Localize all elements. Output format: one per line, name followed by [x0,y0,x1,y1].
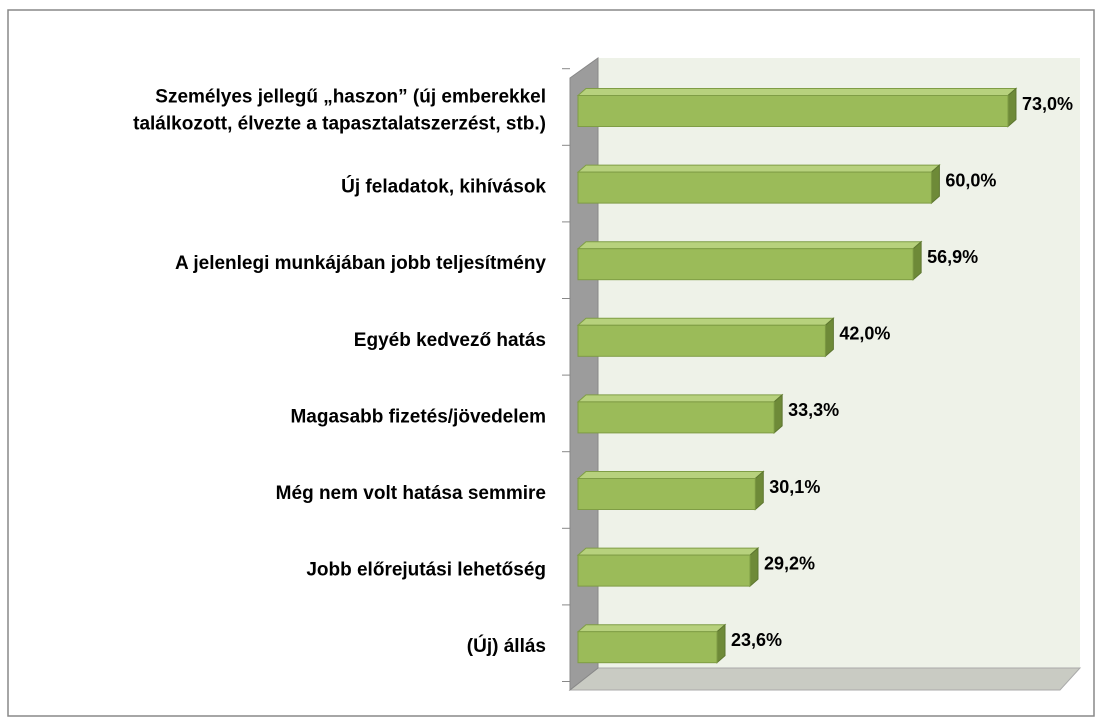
bar-side [773,393,783,435]
bar-top [576,88,1018,96]
bar [576,87,1018,128]
bar-side [749,546,759,588]
back-wall [598,58,1080,668]
bar-front [577,478,756,510]
bar [576,317,835,358]
bar-top [576,624,727,633]
side-wall [569,57,599,692]
value-label: 42,0% [839,324,890,344]
category-label: (Új) állás [467,635,546,657]
bar-top [576,547,760,556]
category-label: Személyes jellegű „haszon” (új emberekke… [133,87,546,135]
bar [576,546,760,588]
value-label: 29,2% [764,553,815,573]
bar-side [930,163,940,205]
bar-front [577,631,718,664]
category-label: Új feladatok, kihívások [341,176,546,198]
bar-side [716,623,726,664]
bar-side [754,470,764,511]
bar [576,623,727,664]
bar [576,163,941,205]
bar-side [824,317,834,358]
category-label: Jobb előrejutási lehetőség [306,560,546,581]
value-label: 33,3% [788,400,839,420]
bar-top [576,317,835,326]
value-label: 30,1% [769,477,820,497]
bar-front [577,171,932,204]
bar-side [1007,87,1017,128]
category-label: A jelenlegi munkájában jobb teljesítmény [175,253,546,274]
bar-front [577,248,914,281]
bar-side [912,240,922,281]
bar-front [577,401,775,434]
bar [576,470,765,511]
value-label: 60,0% [945,170,996,190]
value-label: 73,0% [1022,94,1073,114]
bar-front [577,324,826,357]
category-label: Magasabb fizetés/jövedelem [290,406,546,427]
bar-top [576,241,923,250]
value-label: 56,9% [927,247,978,267]
bar-top [576,471,765,479]
category-label: Egyéb kedvező hatás [354,330,546,351]
category-label: Még nem volt hatása semmire [276,483,546,504]
bar [576,240,923,281]
bar [576,393,784,435]
bar-front [577,554,751,587]
value-label: 23,6% [731,630,782,650]
floor [568,667,1082,691]
bar-top [576,394,784,403]
bar-top [576,164,941,173]
bar-front [577,95,1009,127]
